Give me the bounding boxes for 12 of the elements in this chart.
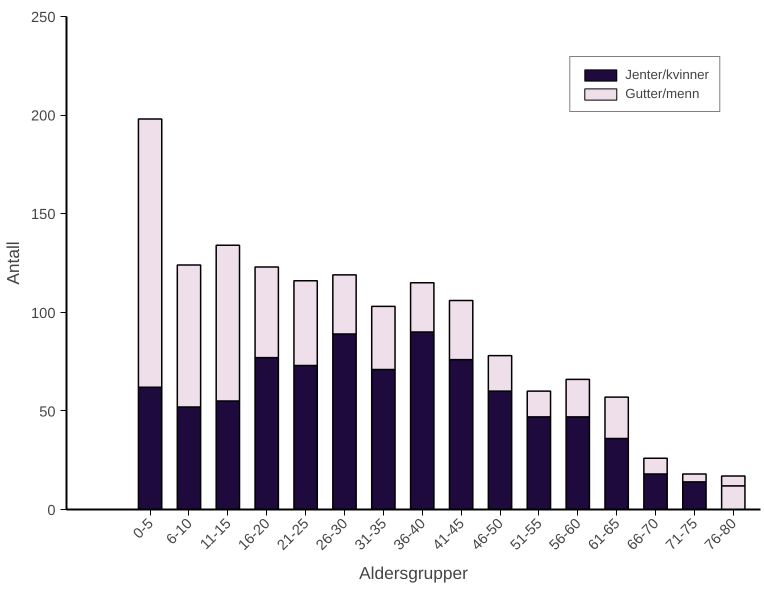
y-axis-title: Antall — [3, 241, 24, 285]
x-tick-label: 6-10 — [164, 516, 196, 548]
y-tick-label: 150 — [31, 207, 56, 224]
x-tick-label: 0-5 — [130, 516, 157, 542]
y-tick-label: 100 — [31, 306, 56, 322]
legend-label: Gutter/menn — [625, 86, 700, 101]
y-tick-label: 0 — [47, 503, 56, 519]
y-tick-label: 200 — [31, 108, 56, 125]
y-tick-label: 250 — [31, 10, 56, 26]
x-axis-title: Aldersgrupper — [359, 562, 468, 583]
y-tick-label: 50 — [39, 404, 56, 420]
legend-label: Jenter/kvinner — [625, 67, 709, 82]
